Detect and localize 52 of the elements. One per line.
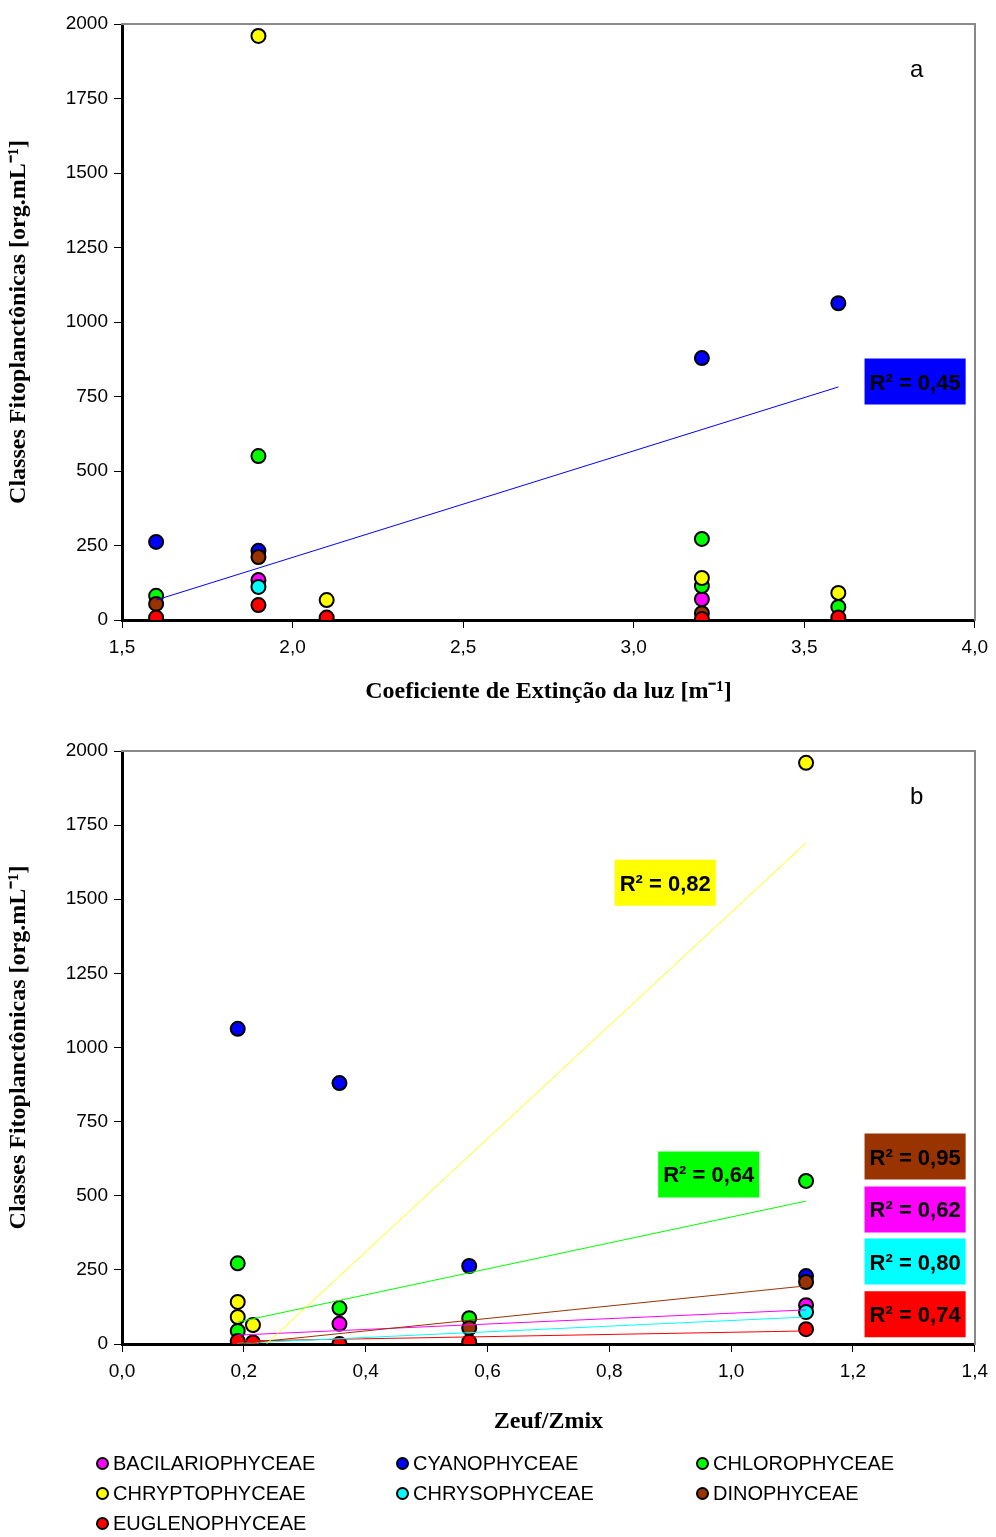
legend-label: CHRYPTOPHYCEAE [113,1482,306,1505]
y-tick-label: 250 [76,533,108,555]
y-tick-label: 500 [76,459,108,481]
x-tick-label: 1,2 [839,1359,867,1381]
x-tick-label: 0,8 [596,1359,623,1381]
y-tick-label: 1000 [65,1035,108,1057]
y-tick-label: 750 [76,1109,108,1131]
y-tick-label: 1750 [65,86,108,108]
annotation: R² = 0,82 [619,870,711,896]
x-tick-label: 1,0 [717,1359,745,1381]
legend-label: BACILARIOPHYCEAE [113,1452,316,1475]
x-tick-label: 0,0 [108,1359,136,1381]
legend-label: CHRYSOPHYCEAE [413,1482,594,1505]
y-tick-label: 250 [76,1258,108,1280]
y-tick-label: 500 [76,1183,108,1205]
y-tick-label: 1250 [65,961,108,983]
y-axis-title: Classes Fitoplanctônicas [org.mL⁻¹] [3,140,30,504]
y-tick-label: 1500 [65,161,108,183]
annotation: R² = 0,80 [869,1249,961,1275]
y-tick-label: 0 [97,1332,108,1354]
x-axis-title: Zeuf/Zmix [493,1406,604,1433]
x-tick-label: 1,5 [108,635,136,657]
y-tick-label: 1750 [65,813,108,835]
x-tick-label: 3,5 [791,635,818,657]
annotation: b [910,781,924,809]
x-axis-title: Coeficiente de Extinção da luz [m⁻¹] [365,676,732,703]
x-tick-label: 2,0 [279,635,306,657]
annotation: R² = 0,64 [663,1162,756,1188]
annotation: a [910,54,925,82]
y-tick-label: 750 [76,384,108,406]
x-tick-label: 2,5 [449,635,477,657]
annotation: R² = 0,95 [869,1144,961,1170]
legend-label: CYANOPHYCEAE [413,1452,579,1475]
x-tick-label: 4,0 [961,635,988,657]
annotation: R² = 0,74 [869,1302,962,1328]
y-tick-label: 2000 [65,12,108,34]
x-tick-label: 3,0 [620,635,647,657]
x-tick-label: 0,2 [230,1359,258,1381]
legend-label: EUGLENOPHYCEAE [113,1512,307,1535]
y-axis-title: Classes Fitoplanctônicas [org.mL⁻¹] [3,865,30,1230]
x-tick-label: 1,4 [961,1359,989,1381]
y-tick-label: 1500 [65,887,108,909]
x-tick-label: 0,6 [474,1359,501,1381]
annotation: R² = 0,45 [869,369,961,395]
y-tick-label: 1250 [65,235,108,257]
legend-label: CHLOROPHYCEAE [713,1452,895,1475]
legend-label: DINOPHYCEAE [713,1482,859,1505]
y-tick-label: 0 [97,608,108,630]
x-tick-label: 0,4 [352,1359,380,1381]
y-tick-label: 1000 [65,310,108,332]
y-tick-label: 2000 [65,739,108,761]
annotation: R² = 0,62 [869,1197,961,1223]
